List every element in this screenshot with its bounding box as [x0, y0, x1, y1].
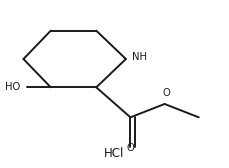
- Text: HO: HO: [5, 82, 21, 92]
- Text: O: O: [127, 143, 134, 153]
- Text: O: O: [163, 88, 171, 98]
- Text: HCl: HCl: [104, 148, 125, 160]
- Text: NH: NH: [132, 52, 147, 61]
